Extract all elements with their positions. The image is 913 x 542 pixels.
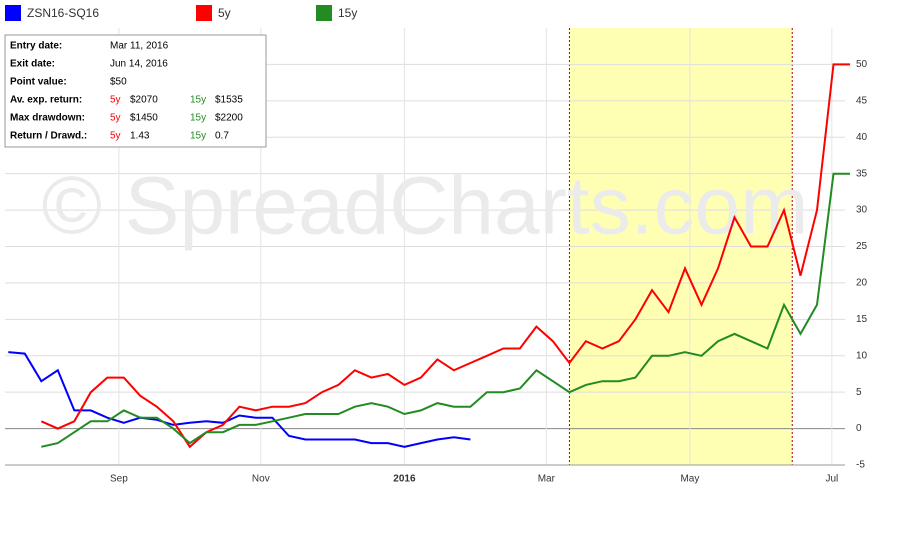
y-tick-label: 25 [856, 241, 868, 252]
info-text: Return / Drawd.: [10, 131, 87, 142]
info-text: Max drawdown: [10, 113, 85, 124]
info-text: 15y [190, 113, 206, 124]
info-text: $2070 [130, 95, 158, 106]
info-text: Exit date: [10, 59, 55, 70]
info-text: 5y [110, 95, 121, 106]
info-text: 0.7 [215, 131, 229, 142]
legend-label: 15y [338, 6, 357, 20]
lines [8, 63, 850, 449]
x-tick-label: May [680, 474, 699, 485]
y-tick-label: 40 [856, 132, 868, 143]
info-text: $1535 [215, 95, 243, 106]
info-box: Entry date: Mar 11, 2016 Exit date: Jun 14,… [4, 34, 267, 148]
x-tick-label: Mar [538, 474, 556, 485]
info-text: 1.43 [130, 131, 150, 142]
info-text: $2200 [215, 113, 243, 124]
y-tick-label: 45 [856, 95, 868, 106]
series-line [8, 351, 471, 448]
legend: ZSN16-SQ16 5y 15y [5, 5, 357, 21]
series-line [40, 63, 850, 449]
info-text: $50 [110, 77, 127, 88]
legend-swatch [316, 5, 332, 21]
y-tick-label: 20 [856, 278, 868, 289]
y-tick-label: 50 [856, 59, 868, 70]
y-tick-label: 10 [856, 350, 868, 361]
x-tick-label: 2016 [393, 474, 416, 485]
info-frame [4, 34, 267, 148]
y-tick-label: 35 [856, 168, 868, 179]
info-text: 15y [190, 95, 206, 106]
info-text: 15y [190, 131, 206, 142]
y-tick-label: 30 [856, 205, 868, 216]
info-text: Av. exp. return: [10, 95, 82, 106]
watermark: © SpreadCharts.com [42, 161, 809, 252]
grid: -5 0 5 10 15 20 25 30 35 40 45 50 Sep Nov 2016 Mar May Ju… [5, 28, 868, 485]
y-tick-label: -5 [856, 460, 865, 471]
info-text: Jun 14, 2016 [110, 59, 168, 70]
x-tick-label: Nov [252, 474, 270, 485]
info-text: Entry date: [10, 41, 62, 52]
x-tick-label: Jul [825, 474, 838, 485]
legend-swatch [196, 5, 212, 21]
info-text: 5y [110, 131, 121, 142]
series-line [41, 172, 850, 448]
info-text: Mar 11, 2016 [110, 41, 169, 52]
legend-swatch [5, 5, 21, 21]
legend-label: ZSN16-SQ16 [27, 6, 99, 20]
info-text: 5y [110, 113, 121, 124]
x-tick-label: Sep [110, 474, 128, 485]
y-tick-label: 15 [856, 314, 868, 325]
y-tick-label: 5 [856, 387, 862, 398]
info-text: $1450 [130, 113, 158, 124]
y-tick-label: 0 [856, 423, 862, 434]
legend-label: 5y [218, 6, 231, 20]
info-text: Point value: [10, 77, 67, 88]
